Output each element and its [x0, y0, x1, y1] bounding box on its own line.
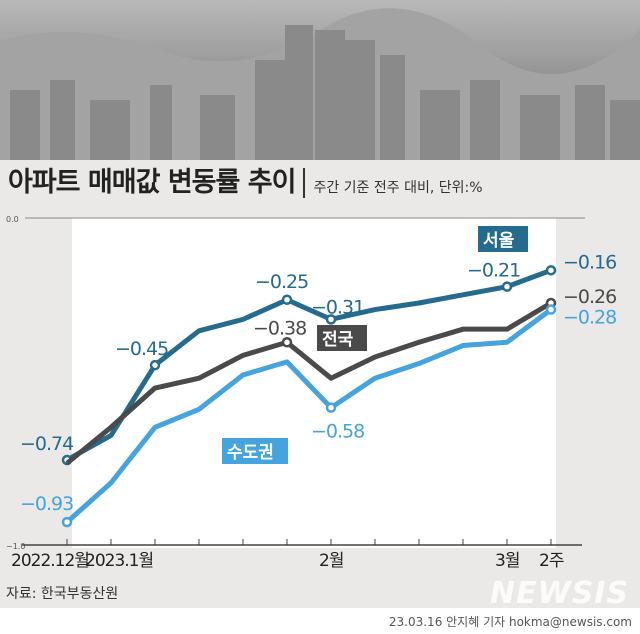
credit-line: 23.03.16 안지혜 기자 hokma@newsis.com [388, 615, 632, 629]
chart-title: 아파트 매매값 변동률 추이 [8, 167, 296, 198]
data-point [149, 359, 161, 371]
series-line-서울 [65, 267, 552, 463]
plot-area [72, 218, 556, 548]
data-point [325, 402, 337, 413]
newsis-logo: NEWSIS [490, 576, 630, 611]
legend-label: 서울 [483, 231, 515, 251]
data-label: −0.74 [20, 433, 74, 455]
series-tag-수도권 [222, 438, 288, 464]
title-separator [303, 168, 306, 198]
x-tick-label: 2월 [319, 551, 343, 571]
y-tick-label: −1.0 [6, 542, 25, 551]
data-point [501, 281, 513, 292]
x-tick-label: 2022.12월 [11, 551, 89, 571]
data-label: −0.21 [467, 260, 520, 282]
data-label: −0.58 [311, 421, 364, 443]
data-point [61, 516, 73, 528]
series-tag-서울 [478, 226, 528, 252]
data-label: −0.38 [253, 317, 306, 339]
series-tag-전국 [317, 325, 367, 351]
x-tick-label: 2주 [539, 551, 564, 571]
data-label: −0.28 [563, 307, 616, 329]
legend-label: 전국 [322, 330, 354, 350]
skyline-illustration [0, 8, 640, 160]
city-skyline-photo [0, 0, 640, 160]
series-line-수도권 [65, 307, 553, 524]
data-label: −0.93 [20, 493, 73, 515]
data-point [281, 294, 293, 305]
data-label: −0.31 [311, 296, 364, 318]
data-point [545, 265, 557, 276]
data-label: −0.45 [115, 338, 168, 360]
source-note: 자료: 한국부동산원 [6, 586, 119, 602]
legend-label: 수도권 [227, 443, 274, 463]
data-label: −0.25 [255, 271, 308, 293]
data-label: −0.16 [563, 251, 616, 273]
x-tick-label: 3월 [495, 551, 519, 571]
y-tick-label: 0.0 [6, 215, 19, 224]
x-tick-label: 2023.1월 [85, 551, 153, 571]
data-label: −0.26 [563, 286, 616, 308]
title-row: 아파트 매매값 변동률 추이 주간 기준 전주 대비, 단위:% [8, 166, 483, 200]
data-point [281, 337, 293, 348]
data-point [545, 304, 557, 315]
series-line-전국 [65, 300, 553, 466]
chart-subtitle: 주간 기준 전주 대비, 단위:% [313, 180, 483, 196]
data-point [325, 314, 337, 325]
